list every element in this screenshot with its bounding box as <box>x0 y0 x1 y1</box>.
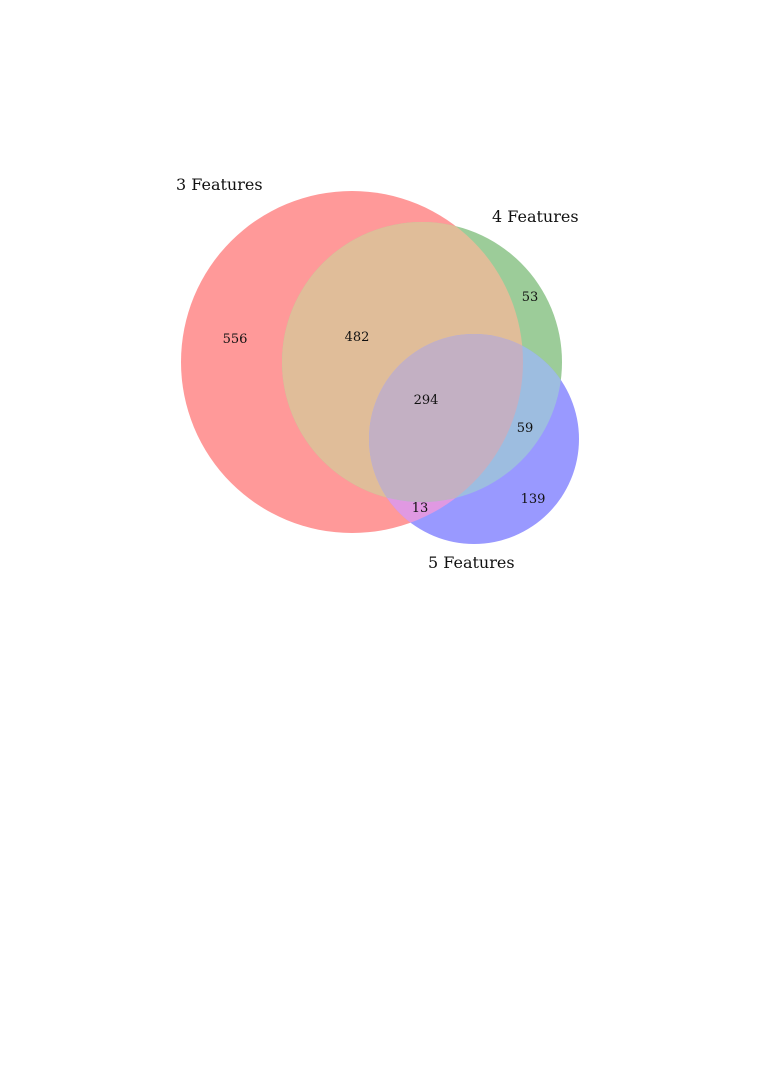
set-label-4-features: 4 Features <box>492 207 579 226</box>
set-label-5-features: 5 Features <box>428 553 515 572</box>
region-label-only-5: 139 <box>521 492 546 507</box>
region-label-4-and-5: 59 <box>517 421 534 436</box>
set-label-3-features: 3 Features <box>176 175 263 194</box>
region-label-3-and-4: 482 <box>345 330 370 345</box>
region-label-all-three: 294 <box>414 393 439 408</box>
region-label-3-and-5: 13 <box>412 501 429 516</box>
venn-region-fills <box>181 191 579 544</box>
region-label-only-4: 53 <box>522 290 539 305</box>
region-label-only-3: 556 <box>223 332 248 347</box>
